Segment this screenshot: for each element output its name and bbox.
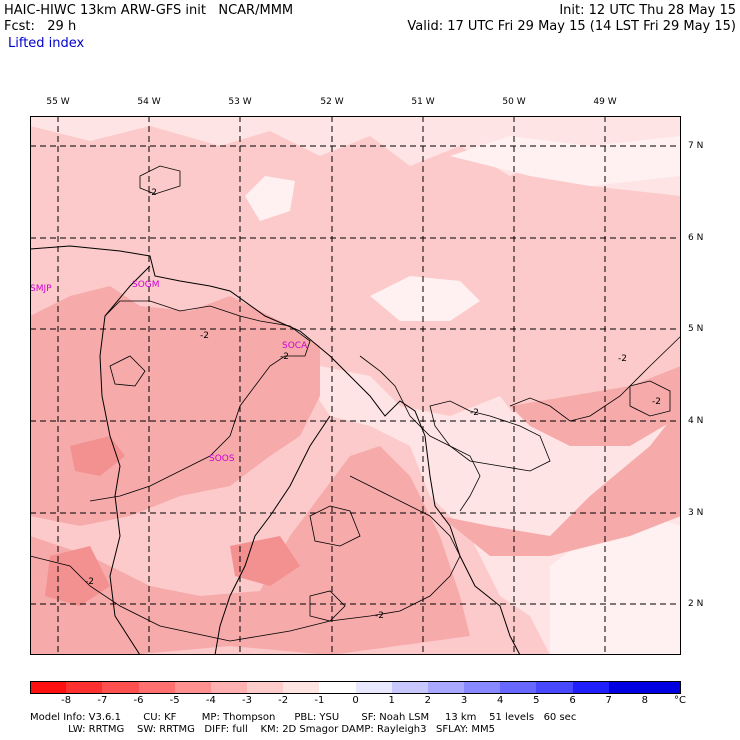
- station-label: SMJP: [30, 284, 52, 294]
- colorbar-tick-label: -7: [97, 695, 108, 706]
- colorbar-tick-label: -8: [61, 695, 72, 706]
- contour-label: -2: [280, 352, 289, 362]
- init-time: Init: 12 UTC Thu 28 May 15: [559, 3, 736, 18]
- colorbar-segment: [247, 681, 284, 693]
- colorbar-tick-label: 8: [641, 695, 649, 706]
- colorbar-segment: [427, 681, 465, 693]
- colorbar-tick-label: 6: [569, 695, 576, 706]
- colorbar-segment: [608, 681, 646, 693]
- lat-label: 7 N: [688, 141, 704, 151]
- map-frame: [30, 116, 681, 655]
- colorbar-tick-label: -6: [133, 695, 144, 706]
- lat-label: 3 N: [688, 508, 704, 518]
- valid-time: Valid: 17 UTC Fri 29 May 15 (14 LST Fri …: [407, 19, 736, 34]
- colorbar-segment: [644, 681, 682, 693]
- lat-label: 5 N: [688, 324, 704, 334]
- contour-label: -2: [470, 408, 479, 418]
- colorbar-segment: [355, 681, 393, 693]
- colorbar-tick-label: 0: [352, 695, 359, 706]
- model-title: HAIC-HIWC 13km ARW-GFS init NCAR/MMM: [4, 3, 294, 18]
- colorbar-tick-label: 1: [388, 695, 395, 706]
- colorbar-segment: [464, 681, 501, 693]
- lon-label: 50 W: [502, 97, 526, 107]
- colorbar-segment: [66, 681, 103, 693]
- contour-label: -2: [618, 354, 627, 364]
- colorbar-tick-label: -5: [169, 695, 180, 706]
- lon-label: 55 W: [46, 97, 70, 107]
- colorbar-tick-label: 4: [496, 695, 504, 706]
- contour-lines: [30, 165, 681, 642]
- lat-label: 6 N: [688, 233, 704, 243]
- colorbar-segment: [30, 681, 67, 693]
- lat-lon-grid: [30, 116, 681, 655]
- field-name: Lifted index: [8, 36, 85, 51]
- station-label: SOCA: [282, 341, 308, 351]
- colorbar-segment: [572, 681, 610, 693]
- colorbar-tick-label: 7: [605, 695, 612, 706]
- colorbar-segment: [500, 681, 537, 693]
- contour-label: -2: [375, 611, 384, 621]
- lon-label: 49 W: [593, 97, 617, 107]
- lon-label: 52 W: [320, 97, 344, 107]
- colorbar-tick-label: -2: [278, 695, 289, 706]
- colorbar-segment: [283, 681, 320, 693]
- colorbar-tick-label: -3: [242, 695, 252, 706]
- colorbar-tick-label: 3: [460, 695, 468, 706]
- colorbar-segment: [391, 681, 429, 693]
- model-info-line2: LW: RRTMG SW: RRTMG DIFF: full KM: 2D Sm…: [30, 724, 495, 735]
- colorbar-segment: [536, 681, 573, 693]
- contour-label: -2: [148, 188, 157, 198]
- colorbar-tick-label: -4: [205, 695, 216, 706]
- very-light-spots: [245, 136, 681, 655]
- station-label: SOOS: [209, 454, 235, 464]
- colorbar-segment: [319, 681, 356, 693]
- forecast-hour: Fcst: 29 h: [4, 19, 77, 34]
- darker-spots: [45, 436, 300, 606]
- colorbar-frame: [30, 681, 681, 694]
- lat-label: 2 N: [688, 599, 704, 609]
- colorbar-segment: [102, 681, 139, 693]
- lon-label: 51 W: [411, 97, 435, 107]
- colorbar-unit: °C: [674, 695, 686, 706]
- colorbar-tick-label: 5: [533, 695, 540, 706]
- contour-label: -2: [85, 577, 94, 587]
- lon-label: 54 W: [137, 97, 161, 107]
- colorbar-segment: [174, 681, 212, 693]
- contour-label: -2: [200, 331, 209, 341]
- colorbar-tick-label: 2: [424, 695, 432, 706]
- contour-labels: -2 -2 -2 -2 -2 -2 -2 -2: [85, 188, 661, 621]
- station-label: SOGM: [132, 280, 160, 290]
- colorbar-tick-label: -1: [314, 695, 325, 706]
- lon-label: 53 W: [228, 97, 252, 107]
- contour-label: -2: [652, 397, 661, 407]
- model-info-line1: Model Info: V3.6.1 CU: KF MP: Thompson P…: [30, 712, 577, 723]
- lifted-index-map: -2 -2 -2 -2 -2 -2 -2 -2: [30, 116, 681, 655]
- colorbar-segment: [210, 681, 248, 693]
- colorbar-segment: [138, 681, 176, 693]
- lat-label: 4 N: [688, 416, 704, 426]
